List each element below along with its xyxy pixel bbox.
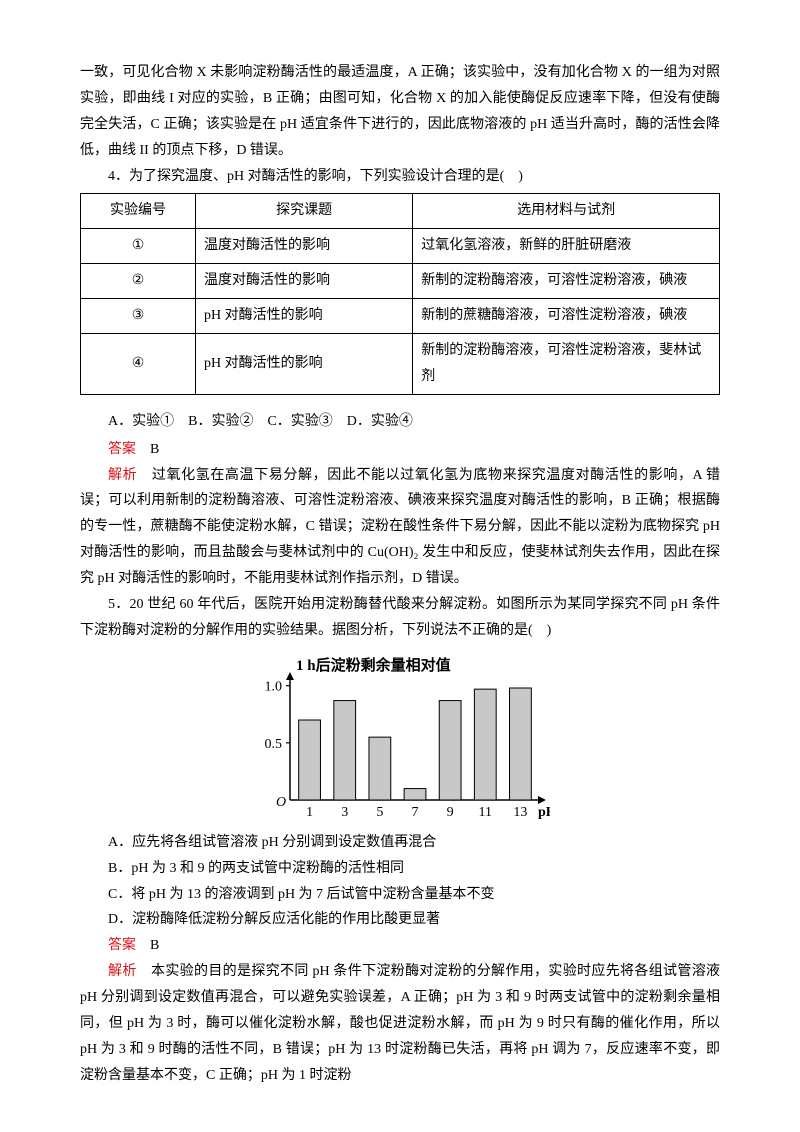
table-row: ③ pH 对酶活性的影响 新制的蔗糖酶溶液，可溶性淀粉溶液，碘液 bbox=[81, 299, 720, 334]
explain-label: 解析 bbox=[108, 964, 137, 979]
svg-text:7: 7 bbox=[412, 805, 419, 820]
svg-text:5: 5 bbox=[376, 805, 383, 820]
svg-text:O: O bbox=[276, 795, 286, 810]
q4-answer: 答案 B bbox=[80, 437, 720, 463]
q4-explain: 解析 过氧化氢在高温下易分解，因此不能以过氧化氢为底物来探究温度对酶活性的影响，… bbox=[80, 463, 720, 592]
cell-id: ① bbox=[81, 229, 196, 264]
cell-materials: 新制的蔗糖酶溶液，可溶性淀粉溶液，碘液 bbox=[413, 299, 720, 334]
q4-stem: 4．为了探究温度、pH 对酶活性的影响，下列实验设计合理的是( ) bbox=[80, 164, 720, 190]
q5-answer: 答案 B bbox=[80, 933, 720, 959]
q5-option-c: C．将 pH 为 13 的溶液调到 pH 为 7 后试管中淀粉含量基本不变 bbox=[80, 882, 720, 908]
q5-option-a: A．应先将各组试管溶液 pH 分别调到设定数值再混合 bbox=[80, 830, 720, 856]
q5-option-d: D．淀粉酶降低淀粉分解反应活化能的作用比酸更显著 bbox=[80, 907, 720, 933]
q4-options: A．实验① B．实验② C．实验③ D．实验④ bbox=[80, 409, 720, 435]
explain-text: 过氧化氢在高温下易分解，因此不能以过氧化氢为底物来探究温度对酶活性的影响，A 错… bbox=[80, 468, 720, 587]
q5-chart: 1 h后淀粉剩余量相对值0.51.0O135791113pH bbox=[80, 654, 720, 824]
cell-id: ③ bbox=[81, 299, 196, 334]
q5-option-b: B．pH 为 3 和 9 的两支试管中淀粉酶的活性相同 bbox=[80, 856, 720, 882]
table-row: ① 温度对酶活性的影响 过氧化氢溶液，新鲜的肝脏研磨液 bbox=[81, 229, 720, 264]
th-topic: 探究课题 bbox=[196, 194, 413, 229]
q5-explain: 解析 本实验的目的是探究不同 pH 条件下淀粉酶对淀粉的分解作用，实验时应先将各… bbox=[80, 959, 720, 1088]
bar-chart-svg: 1 h后淀粉剩余量相对值0.51.0O135791113pH bbox=[250, 654, 550, 824]
answer-label: 答案 bbox=[108, 442, 136, 457]
cell-materials: 新制的淀粉酶溶液，可溶性淀粉溶液，斐林试剂 bbox=[413, 334, 720, 395]
explain-text: 本实验的目的是探究不同 pH 条件下淀粉酶对淀粉的分解作用，实验时应先将各组试管… bbox=[80, 964, 720, 1083]
svg-text:pH: pH bbox=[538, 805, 550, 820]
svg-text:13: 13 bbox=[513, 805, 527, 820]
cell-topic: pH 对酶活性的影响 bbox=[196, 334, 413, 395]
cell-topic: pH 对酶活性的影响 bbox=[196, 299, 413, 334]
svg-text:9: 9 bbox=[447, 805, 454, 820]
svg-text:1 h后淀粉剩余量相对值: 1 h后淀粉剩余量相对值 bbox=[296, 656, 451, 674]
th-materials: 选用材料与试剂 bbox=[413, 194, 720, 229]
answer-label: 答案 bbox=[108, 938, 136, 953]
intro-paragraph: 一致，可见化合物 X 未影响淀粉酶活性的最适温度，A 正确；该实验中，没有加化合… bbox=[80, 60, 720, 164]
svg-text:1: 1 bbox=[306, 805, 313, 820]
svg-text:11: 11 bbox=[479, 805, 492, 820]
table-row: ④ pH 对酶活性的影响 新制的淀粉酶溶液，可溶性淀粉溶液，斐林试剂 bbox=[81, 334, 720, 395]
explain-label: 解析 bbox=[108, 468, 137, 483]
answer-value: B bbox=[150, 442, 159, 457]
cell-materials: 过氧化氢溶液，新鲜的肝脏研磨液 bbox=[413, 229, 720, 264]
q5-stem: 5．20 世纪 60 年代后，医院开始用淀粉酶替代酸来分解淀粉。如图所示为某同学… bbox=[80, 592, 720, 644]
th-id: 实验编号 bbox=[81, 194, 196, 229]
svg-text:3: 3 bbox=[341, 805, 348, 820]
cell-topic: 温度对酶活性的影响 bbox=[196, 264, 413, 299]
cell-topic: 温度对酶活性的影响 bbox=[196, 229, 413, 264]
table-row: ② 温度对酶活性的影响 新制的淀粉酶溶液，可溶性淀粉溶液，碘液 bbox=[81, 264, 720, 299]
svg-text:0.5: 0.5 bbox=[265, 737, 283, 752]
answer-value: B bbox=[150, 938, 159, 953]
q4-table: 实验编号 探究课题 选用材料与试剂 ① 温度对酶活性的影响 过氧化氢溶液，新鲜的… bbox=[80, 193, 720, 394]
cell-id: ④ bbox=[81, 334, 196, 395]
cell-id: ② bbox=[81, 264, 196, 299]
table-header-row: 实验编号 探究课题 选用材料与试剂 bbox=[81, 194, 720, 229]
svg-text:1.0: 1.0 bbox=[265, 680, 283, 695]
cell-materials: 新制的淀粉酶溶液，可溶性淀粉溶液，碘液 bbox=[413, 264, 720, 299]
